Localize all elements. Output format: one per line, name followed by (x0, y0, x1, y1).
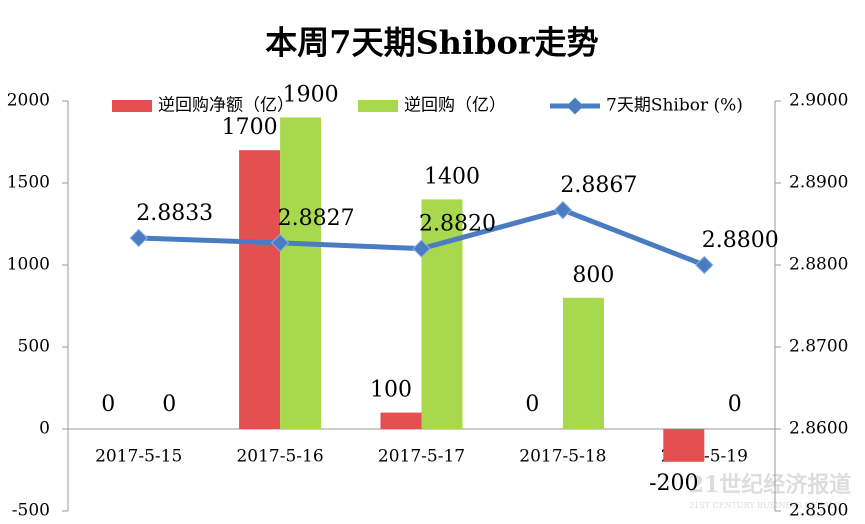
line-marker (553, 200, 573, 220)
watermark-sub: 21ST CENTURY BUSINESS HERALD (689, 501, 841, 510)
data-label: 1900 (283, 82, 339, 107)
y2-tick-label: 2.8700 (789, 337, 848, 357)
bar (380, 412, 422, 429)
bar (663, 429, 705, 462)
data-label: 0 (101, 392, 115, 417)
legend-label: 7天期Shibor (%) (606, 96, 743, 116)
line-marker (695, 255, 714, 275)
data-label: 800 (572, 263, 614, 288)
watermark: 21世纪经济报道 (689, 472, 852, 498)
y-tick-label: 500 (18, 337, 50, 357)
y2-tick-label: 2.8900 (789, 173, 848, 193)
data-label: 100 (370, 378, 412, 403)
x-tick-label: 2017-5-15 (95, 447, 182, 467)
legend-label: 逆回购（亿） (404, 96, 506, 116)
data-label: 2.8833 (136, 201, 213, 226)
x-tick-label: 2017-5-18 (519, 447, 606, 467)
data-label: 1400 (424, 164, 480, 189)
y-tick-label: -500 (12, 501, 50, 521)
y-tick-label: 1000 (7, 255, 50, 275)
line-marker (129, 228, 148, 248)
y-tick-label: 2000 (7, 91, 50, 111)
y-tick-label: 0 (39, 419, 50, 439)
y2-tick-label: 2.8800 (789, 255, 848, 275)
line-marker (412, 239, 431, 258)
data-label: 1700 (222, 115, 278, 140)
data-label: 2.8820 (419, 212, 496, 237)
data-label: -200 (649, 471, 698, 496)
x-tick-label: 2017-5-17 (378, 447, 465, 467)
legend-swatch (358, 100, 398, 112)
chart-title: 本周7天期Shibor走势 (265, 24, 598, 62)
y-tick-label: 1500 (7, 173, 50, 193)
data-label: 2.8827 (278, 206, 355, 231)
y2-tick-label: 2.9000 (789, 91, 848, 111)
y2-tick-label: 2.8500 (789, 501, 848, 521)
data-label: 2.8867 (560, 173, 637, 198)
bar (280, 117, 322, 430)
data-label: 2.8800 (702, 228, 779, 253)
data-label: 0 (525, 392, 539, 417)
legend-swatch (112, 100, 152, 112)
legend-label: 逆回购净额（亿） (158, 96, 294, 116)
data-label: 0 (162, 392, 176, 417)
y2-tick-label: 2.8600 (789, 419, 848, 439)
bar (239, 150, 281, 429)
x-tick-label: 2017-5-16 (236, 447, 323, 467)
bar (562, 297, 604, 429)
line-marker (270, 233, 290, 253)
data-label: 0 (728, 392, 742, 417)
legend-marker (566, 97, 584, 115)
